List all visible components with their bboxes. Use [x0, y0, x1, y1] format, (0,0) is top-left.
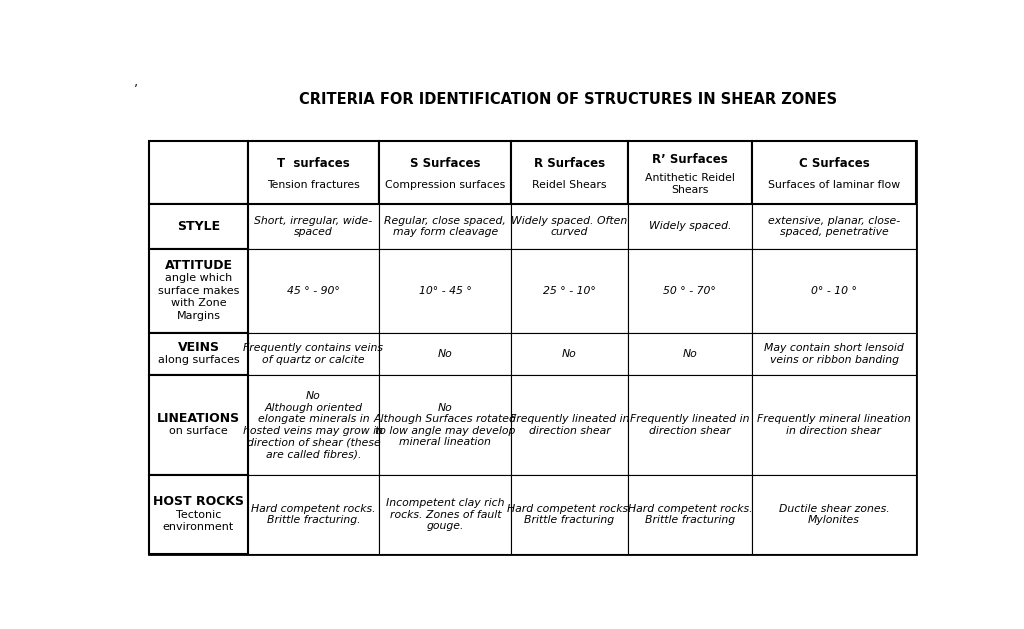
Bar	[752, 141, 916, 204]
Text: LINEATIONS: LINEATIONS	[157, 412, 240, 425]
Text: Incompetent clay rich
rocks. Zones of fault
gouge.: Incompetent clay rich rocks. Zones of fa…	[386, 498, 505, 531]
Text: Reidel Shears: Reidel Shears	[532, 180, 607, 190]
Text: R Surfaces: R Surfaces	[534, 157, 605, 170]
Bar	[628, 333, 752, 375]
Text: with Zone: with Zone	[171, 298, 226, 308]
Text: Widely spaced. Often
curved: Widely spaced. Often curved	[511, 216, 628, 237]
Bar	[511, 333, 628, 375]
Text: No: No	[683, 349, 697, 359]
Text: Tectonic: Tectonic	[176, 509, 221, 520]
Text: CRITERIA FOR IDENTIFICATION OF STRUCTURES IN SHEAR ZONES: CRITERIA FOR IDENTIFICATION OF STRUCTURE…	[299, 92, 838, 108]
Bar	[752, 204, 916, 248]
Bar	[752, 248, 916, 333]
Bar	[150, 141, 916, 554]
Bar	[752, 475, 916, 554]
Text: Regular, close spaced,
may form cleavage: Regular, close spaced, may form cleavage	[384, 216, 506, 237]
Bar	[248, 141, 380, 204]
Text: ʼ: ʼ	[134, 83, 138, 96]
Bar	[248, 375, 380, 475]
Text: 25 ° - 10°: 25 ° - 10°	[543, 286, 596, 296]
Bar	[511, 375, 628, 475]
Text: R’ Surfaces: R’ Surfaces	[652, 153, 728, 166]
Text: Short, irregular, wide-
spaced: Short, irregular, wide- spaced	[254, 216, 373, 237]
Text: Compression surfaces: Compression surfaces	[385, 180, 506, 190]
Bar	[628, 475, 752, 554]
Bar	[150, 375, 248, 475]
Text: Antithetic Reidel
Shears: Antithetic Reidel Shears	[645, 173, 735, 195]
Text: T  surfaces: T surfaces	[278, 157, 350, 170]
Bar	[150, 248, 248, 333]
Bar	[150, 141, 248, 204]
Bar	[628, 204, 752, 248]
Text: 50 ° - 70°: 50 ° - 70°	[664, 286, 717, 296]
Text: STYLE: STYLE	[177, 220, 220, 233]
Text: Widely spaced.: Widely spaced.	[648, 221, 731, 231]
Bar	[150, 475, 248, 554]
Text: Frequently contains veins
of quartz or calcite: Frequently contains veins of quartz or c…	[244, 343, 383, 365]
Text: Hard competent rocks.
Brittle fracturing.: Hard competent rocks. Brittle fracturing…	[251, 504, 376, 525]
Text: Frequently lineated in
direction shear: Frequently lineated in direction shear	[630, 415, 750, 436]
Text: No
Although oriented
elongate minerals in
hosted veins may grow in
direction of : No Although oriented elongate minerals i…	[244, 391, 383, 459]
Text: Margins: Margins	[176, 311, 220, 321]
Bar	[150, 204, 248, 248]
Text: No
Although Surfaces rotated
to low angle may develop
mineral lineation: No Although Surfaces rotated to low angl…	[374, 403, 517, 447]
Text: 10° - 45 °: 10° - 45 °	[419, 286, 472, 296]
Text: Frequently mineral lineation
in direction shear: Frequently mineral lineation in directio…	[757, 415, 911, 436]
Text: ATTITUDE: ATTITUDE	[165, 259, 232, 272]
Text: surface makes: surface makes	[158, 286, 240, 296]
Text: VEINS: VEINS	[177, 341, 219, 354]
Bar	[511, 141, 628, 204]
Bar	[380, 248, 511, 333]
Bar	[150, 333, 248, 375]
Text: Frequently lineated in
direction shear: Frequently lineated in direction shear	[510, 415, 630, 436]
Text: No: No	[562, 349, 577, 359]
Bar	[248, 204, 380, 248]
Bar	[628, 141, 752, 204]
Bar	[380, 375, 511, 475]
Text: 45 ° - 90°: 45 ° - 90°	[287, 286, 340, 296]
Bar	[380, 141, 511, 204]
Text: environment: environment	[163, 522, 234, 532]
Text: HOST ROCKS: HOST ROCKS	[153, 496, 244, 508]
Bar	[511, 248, 628, 333]
Text: angle which: angle which	[165, 273, 232, 283]
Bar	[628, 248, 752, 333]
Text: on surface: on surface	[169, 426, 228, 437]
Bar	[752, 375, 916, 475]
Text: extensive, planar, close-
spaced, penetrative: extensive, planar, close- spaced, penetr…	[768, 216, 900, 237]
Text: along surfaces: along surfaces	[158, 355, 240, 365]
Bar	[248, 333, 380, 375]
Bar	[752, 333, 916, 375]
Text: May contain short lensoid
veins or ribbon banding: May contain short lensoid veins or ribbo…	[764, 343, 904, 365]
Text: No: No	[438, 349, 453, 359]
Text: S Surfaces: S Surfaces	[410, 157, 480, 170]
Bar	[380, 204, 511, 248]
Text: Hard competent rocks.
Brittle fracturing: Hard competent rocks. Brittle fracturing	[507, 504, 632, 525]
Text: Hard competent rocks.
Brittle fracturing: Hard competent rocks. Brittle fracturing	[628, 504, 753, 525]
Bar	[511, 475, 628, 554]
Bar	[380, 333, 511, 375]
Text: 0° - 10 °: 0° - 10 °	[811, 286, 857, 296]
Text: Tension fractures: Tension fractures	[267, 180, 359, 190]
Bar	[628, 375, 752, 475]
Bar	[248, 248, 380, 333]
Text: Surfaces of laminar flow: Surfaces of laminar flow	[768, 180, 900, 190]
Bar	[248, 475, 380, 554]
Bar	[380, 475, 511, 554]
Text: Ductile shear zones.
Mylonites: Ductile shear zones. Mylonites	[778, 504, 890, 525]
Text: C Surfaces: C Surfaces	[799, 157, 869, 170]
Bar	[511, 204, 628, 248]
